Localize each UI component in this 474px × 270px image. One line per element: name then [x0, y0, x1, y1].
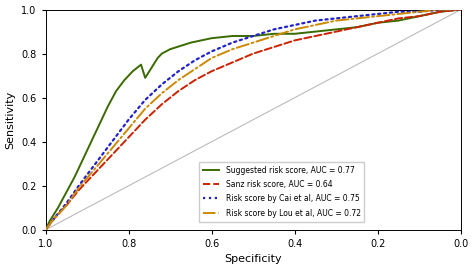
- Legend: Suggested risk score, AUC = 0.77, Sanz risk score, AUC = 0.64, Risk score by Cai: Suggested risk score, AUC = 0.77, Sanz r…: [199, 162, 365, 222]
- Y-axis label: Sensitivity: Sensitivity: [6, 90, 16, 149]
- X-axis label: Specificity: Specificity: [224, 254, 282, 264]
